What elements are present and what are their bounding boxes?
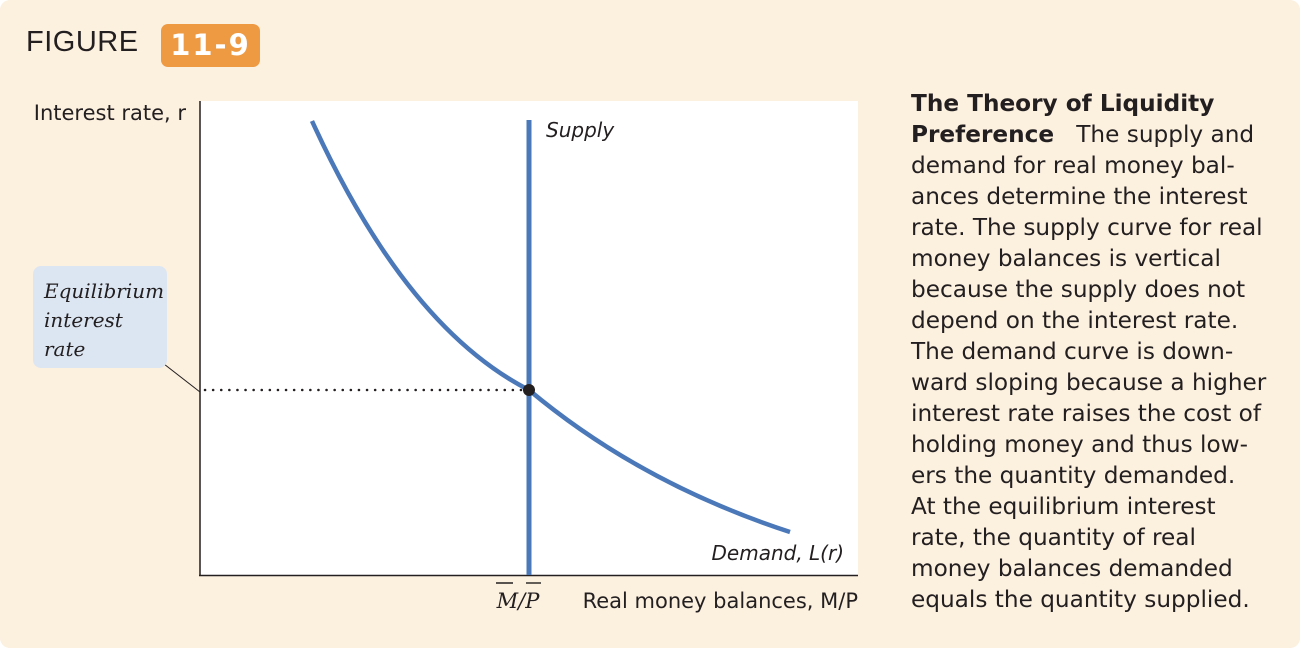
caption-line: holding money and thus low- — [911, 431, 1248, 458]
caption-body: The supply and demand for real money bal-… — [911, 121, 1266, 613]
x-marker-label: M/P — [496, 589, 541, 613]
caption-line: ward sloping because a higher — [911, 369, 1267, 396]
liquidity-preference-diagram: Interest rate, r Supply Demand, L(r) Equ… — [33, 101, 858, 613]
caption-line: money balances demanded — [911, 555, 1233, 582]
figure-number-badge: 11-9 — [161, 24, 260, 67]
caption-line: At the equilibrium interest — [911, 493, 1216, 520]
caption-line: The supply and — [1061, 121, 1255, 148]
equilibrium-callout-text: Equilibrium interest rate — [43, 279, 170, 361]
caption-line: equals the quantity supplied. — [911, 586, 1250, 613]
caption-line: ers the quantity demanded. — [911, 462, 1236, 489]
y-axis-label: Interest rate, r — [34, 101, 187, 125]
callout-leader-line — [163, 363, 201, 393]
caption-line: ances determine the interest — [911, 183, 1248, 210]
caption-line: money balances is vertical — [911, 245, 1221, 272]
demand-label: Demand, L(r) — [712, 541, 845, 565]
equilibrium-point — [523, 384, 535, 396]
x-axis-label: Real money balances, M/P — [583, 589, 858, 613]
caption-line: rate. The supply curve for real — [911, 214, 1263, 241]
caption-line: The demand curve is down- — [911, 338, 1234, 365]
figure-label: FIGURE — [26, 26, 139, 58]
caption-line: rate, the quantity of real — [911, 524, 1196, 551]
caption-line: demand for real money bal- — [911, 152, 1235, 179]
caption-line: because the supply does not — [911, 276, 1246, 303]
caption-line: depend on the interest rate. — [911, 307, 1239, 334]
caption-title: The Theory of Liquidity Preference — [911, 90, 1215, 148]
equilibrium-callout-box — [33, 266, 167, 368]
figure-caption: The Theory of Liquidity Preference The s… — [911, 88, 1291, 615]
supply-label: Supply — [546, 118, 615, 142]
caption-line: interest rate raises the cost of — [911, 400, 1262, 427]
